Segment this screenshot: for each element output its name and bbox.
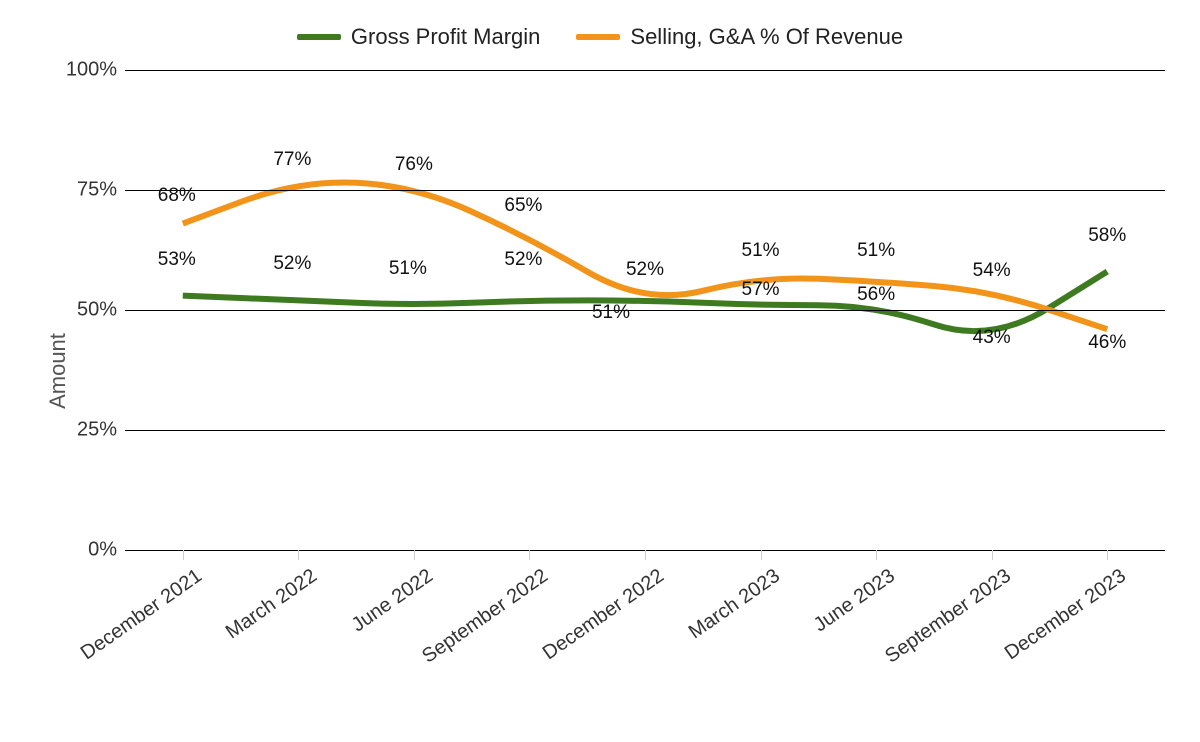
legend-swatch [297, 34, 341, 40]
series-line [183, 183, 1107, 330]
data-label: 46% [1088, 332, 1126, 354]
data-label: 51% [592, 302, 630, 324]
legend-label: Gross Profit Margin [351, 24, 541, 50]
legend-item: Gross Profit Margin [297, 24, 541, 50]
data-label: 58% [1088, 225, 1126, 247]
y-tick-label: 0% [88, 539, 125, 562]
x-tick-label: September 2023 [871, 550, 1016, 668]
legend-item: Selling, G&A % Of Revenue [576, 24, 903, 50]
x-tick-label: September 2022 [408, 550, 553, 668]
chart-legend: Gross Profit Margin Selling, G&A % Of Rev… [0, 20, 1200, 50]
x-tick-label: December 2021 [66, 550, 206, 665]
gridline [125, 190, 1165, 191]
data-label: 65% [504, 195, 542, 217]
y-tick-label: 50% [77, 299, 125, 322]
data-label: 51% [857, 240, 895, 262]
gridline [125, 430, 1165, 431]
data-label: 76% [395, 154, 433, 176]
data-label: 57% [742, 279, 780, 301]
legend-label: Selling, G&A % Of Revenue [630, 24, 903, 50]
data-label: 51% [389, 258, 427, 280]
plot-area: 0%25%50%75%100%December 2021March 2022Ju… [125, 70, 1165, 550]
y-tick-label: 25% [77, 419, 125, 442]
gridline [125, 70, 1165, 71]
x-tick-label: March 2022 [212, 550, 322, 644]
x-tick-label: December 2023 [991, 550, 1131, 665]
y-axis-title: Amount [45, 333, 71, 409]
chart-container: Gross Profit Margin Selling, G&A % Of Rev… [0, 0, 1200, 742]
data-label: 43% [973, 327, 1011, 349]
data-label: 68% [158, 185, 196, 207]
data-label: 52% [504, 249, 542, 271]
data-label: 52% [626, 259, 664, 281]
y-tick-label: 75% [77, 179, 125, 202]
data-label: 51% [742, 240, 780, 262]
x-tick-label: December 2022 [528, 550, 668, 665]
x-tick-label: March 2023 [674, 550, 784, 644]
y-tick-label: 100% [66, 59, 125, 82]
data-label: 54% [973, 260, 1011, 282]
data-label: 56% [857, 284, 895, 306]
data-label: 53% [158, 249, 196, 271]
gridline [125, 310, 1165, 311]
legend-swatch [576, 34, 620, 40]
data-label: 52% [273, 253, 311, 275]
data-label: 77% [273, 149, 311, 171]
